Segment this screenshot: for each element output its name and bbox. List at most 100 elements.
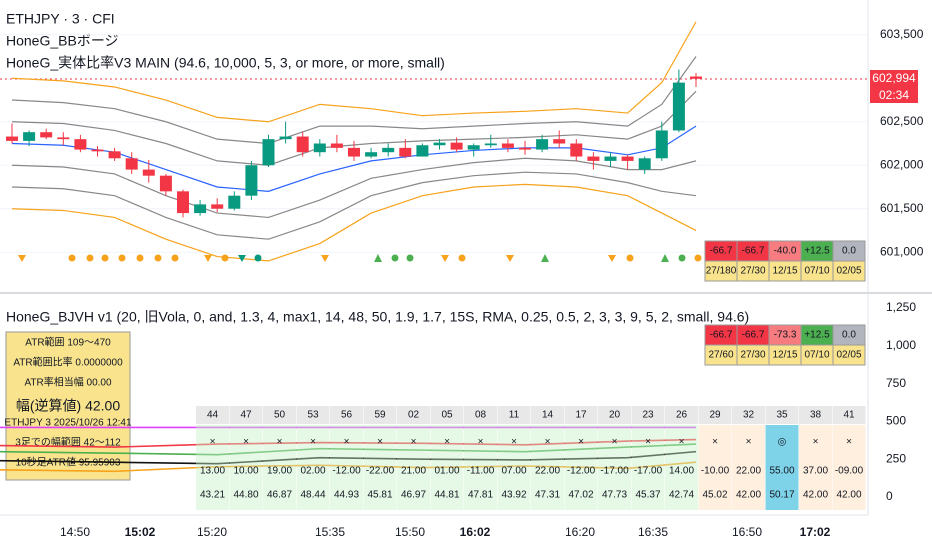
grid-cell-text: 43.92 xyxy=(501,490,526,501)
grid-body-cell xyxy=(832,425,866,510)
grid-cell-text: 23 xyxy=(642,410,654,421)
candle-body xyxy=(330,143,343,148)
grid-cell-text: × xyxy=(545,437,551,448)
grid-cell-text: -17.00 xyxy=(634,466,663,477)
candle-body xyxy=(433,142,446,146)
indicator-title: HoneG_BBボージ xyxy=(6,33,119,49)
grid-cell-text: 21.00 xyxy=(401,466,426,477)
grid-cell-text: 44.93 xyxy=(334,490,359,501)
table-cell-text: -66.7 xyxy=(710,330,733,341)
grid-cell-text: 19.00 xyxy=(267,466,292,477)
grid-cell-text: 07.00 xyxy=(501,466,526,477)
price-tick-label: 603,500 xyxy=(880,27,924,41)
signal-dot xyxy=(406,254,414,262)
lower-tick-label: 750 xyxy=(886,376,906,390)
grid-cell-text: × xyxy=(277,437,283,448)
grid-cell-text: 02.00 xyxy=(300,466,325,477)
grid-body-cell xyxy=(598,425,631,510)
grid-header-cell xyxy=(430,406,464,424)
grid-cell-text: 17 xyxy=(575,410,587,421)
grid-cell-text: -22.00 xyxy=(366,466,395,477)
table-cell-text: 02/05 xyxy=(836,266,861,277)
candle-body xyxy=(296,136,309,153)
candle-body xyxy=(655,130,668,159)
time-label: 15:50 xyxy=(395,525,425,539)
grid-cell-text: 55.00 xyxy=(769,466,794,477)
grid-body-cell xyxy=(430,425,464,510)
grid-header-cell xyxy=(263,406,296,424)
grid-header-cell xyxy=(799,406,832,424)
lower-tick-label: 250 xyxy=(886,451,906,465)
candle-body xyxy=(228,195,241,209)
signal-dot xyxy=(626,254,634,262)
candle-body xyxy=(416,145,429,157)
grid-cell-text: 42.74 xyxy=(669,490,694,501)
grid-cell-text: × xyxy=(411,437,417,448)
grid-cell-text: 44.81 xyxy=(434,490,459,501)
candle-body xyxy=(40,132,53,138)
signal-triangle xyxy=(321,255,329,262)
grid-cell-text: × xyxy=(444,437,450,448)
signal-dot xyxy=(154,254,162,262)
grid-cell-text: 20 xyxy=(609,410,621,421)
grid-cell-text: 47.81 xyxy=(468,490,493,501)
table-cell-text: 27/180 xyxy=(706,266,737,277)
grid-cell-text: × xyxy=(679,437,685,448)
candle-body xyxy=(690,76,702,79)
grid-cell-text: 48.44 xyxy=(300,490,325,501)
candle-body xyxy=(194,204,207,214)
candle-body xyxy=(177,191,189,214)
grid-cell-text: 56 xyxy=(341,410,353,421)
candle-body xyxy=(484,143,497,146)
table-cell xyxy=(832,260,866,282)
signal-dot xyxy=(118,254,126,262)
grid-cell-text: 14.00 xyxy=(669,466,694,477)
candle-body xyxy=(519,147,531,150)
grid-cell-text: 47 xyxy=(240,410,252,421)
grid-body-cell xyxy=(497,425,531,510)
grid-cell-text: 42.00 xyxy=(836,490,861,501)
candle-body xyxy=(279,136,292,140)
grid-cell-text: × xyxy=(578,437,584,448)
info-line: ATR率相当幅 00.00 xyxy=(24,376,111,389)
candle-body xyxy=(6,136,18,141)
table-cell-text: 07/10 xyxy=(804,350,829,361)
signal-dot xyxy=(391,254,399,262)
grid-body-cell xyxy=(397,425,430,510)
grid-header-cell xyxy=(832,406,866,424)
table-cell-text: 12/15 xyxy=(772,350,797,361)
grid-header-cell xyxy=(665,406,698,424)
grid-body-cell xyxy=(363,425,397,510)
grid-body-cell xyxy=(698,425,732,510)
signal-triangle xyxy=(661,254,669,262)
grid-cell-text: 45.81 xyxy=(367,490,392,501)
grid-cell-text: 38 xyxy=(810,410,822,421)
candle-body xyxy=(638,158,651,170)
candle-body xyxy=(621,156,634,161)
time-label: 15:35 xyxy=(315,525,345,539)
last-price-badge xyxy=(870,70,918,103)
candle-body xyxy=(142,169,155,176)
grid-cell-text: × xyxy=(344,437,350,448)
table-cell-text: 27/30 xyxy=(740,350,765,361)
candle-body xyxy=(159,175,172,192)
table-cell-text: +12.5 xyxy=(804,330,830,341)
table-cell-text: 0.0 xyxy=(842,330,856,341)
grid-cell-text: × xyxy=(645,437,651,448)
grid-cell-text: × xyxy=(612,437,618,448)
grid-cell-text: 47.73 xyxy=(602,490,627,501)
grid-cell-text: × xyxy=(813,437,819,448)
signal-dot xyxy=(694,254,702,262)
candle-body xyxy=(108,151,121,159)
grid-cell-text: 45.02 xyxy=(702,490,727,501)
table-cell-text: 12/15 xyxy=(772,266,797,277)
grid-cell-text: -12.00 xyxy=(567,466,596,477)
table-cell-text: 27/60 xyxy=(708,350,733,361)
candle-body xyxy=(313,143,326,153)
grid-cell-text: 37.00 xyxy=(803,466,828,477)
grid-header-cell xyxy=(296,406,330,424)
time-label: 15:02 xyxy=(125,525,156,539)
grid-cell-text: 22.00 xyxy=(736,466,761,477)
candle-body xyxy=(501,143,514,148)
